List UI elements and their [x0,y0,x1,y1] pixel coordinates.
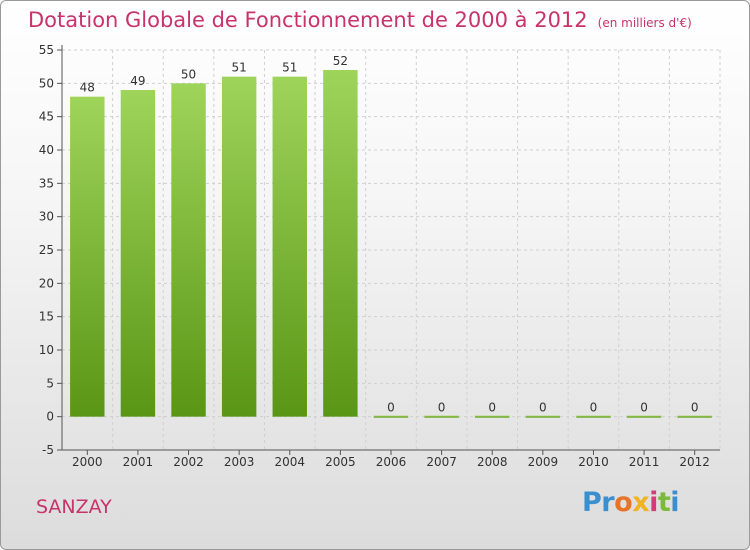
x-tick-label: 2009 [528,455,559,469]
y-tick-label: 40 [39,143,54,157]
logo-letter: r [601,487,615,518]
bar [626,415,662,418]
x-tick-label: 2003 [224,455,255,469]
data-label: 0 [640,401,648,415]
data-label: 51 [282,61,297,75]
bars [70,70,712,418]
data-label: 0 [691,401,699,415]
bar [171,83,206,417]
bar [70,96,105,417]
x-tick-label: 2011 [629,455,660,469]
x-tick-label: 2001 [123,455,154,469]
bar [272,76,307,417]
x-tick-label: 2005 [325,455,356,469]
y-tick-label: 0 [46,410,54,424]
y-tick-label: 50 [39,76,54,90]
x-tick-label: 2012 [679,455,710,469]
bar [424,415,459,418]
x-tick-label: 2000 [72,455,103,469]
y-tick-label: 35 [39,176,54,190]
x-tick-label: 2008 [477,455,508,469]
data-label: 0 [539,401,547,415]
x-tick-label: 2007 [426,455,457,469]
bar [475,415,510,418]
y-tick-label: 10 [39,343,54,357]
proxiti-logo[interactable]: Proxiti [582,487,680,518]
x-tick-label: 2002 [173,455,204,469]
data-label: 49 [130,74,145,88]
x-tick-label: 2004 [274,455,305,469]
x-tick-label: 2006 [376,455,407,469]
y-tick-label: 45 [39,110,54,124]
y-tick-label: 5 [46,376,54,390]
data-label: 0 [438,401,446,415]
data-label: 0 [488,401,496,415]
logo-letter: x [632,487,650,518]
logo-letter: i [649,487,658,518]
data-label: 52 [333,54,348,68]
bar [373,415,409,418]
y-tick-label: 25 [39,243,54,257]
x-tick-label: 2010 [578,455,609,469]
logo-letter: P [582,487,602,518]
y-tick-label: 55 [39,43,54,57]
data-label: 50 [181,67,196,81]
title-unit: (en milliers d'€) [597,16,692,30]
town-name: SANZAY [36,496,112,518]
y-tick-label: -5 [42,443,54,457]
data-label: 0 [387,401,395,415]
grid-lines [61,49,721,451]
data-label: 51 [232,61,247,75]
bar [525,415,561,418]
data-label: 48 [80,81,95,95]
logo-letter: o [614,487,633,518]
y-tick-label: 20 [39,276,54,290]
y-tick-label: 15 [39,310,54,324]
data-label: 0 [590,401,598,415]
bar [120,90,156,417]
logo-letter: i [670,487,680,518]
title-text: Dotation Globale de Fonctionnement de 20… [28,8,588,32]
bar [677,415,712,418]
bar [576,415,611,418]
logo-letter: t [657,487,671,518]
y-tick-label: 30 [39,210,54,224]
bar [221,76,257,417]
bar [323,70,358,417]
data-labels: 48 49 50 51 51 52 0 0 0 0 0 0 0 [80,54,699,415]
chart-title: Dotation Globale de Fonctionnement de 20… [28,8,692,32]
